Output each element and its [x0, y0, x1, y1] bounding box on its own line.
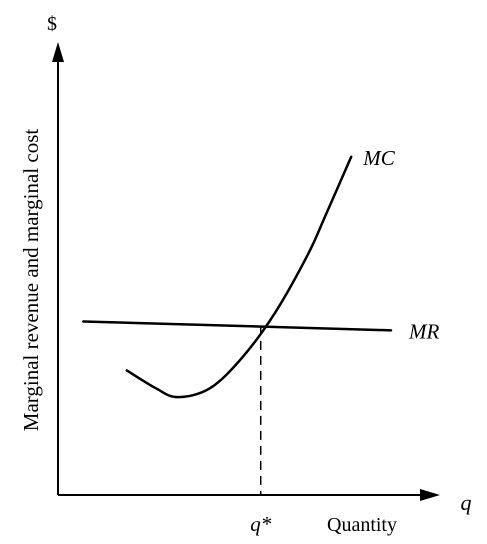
mc-label: MC	[362, 146, 395, 170]
y-axis-symbol: $	[47, 13, 57, 35]
mc-curve	[125, 155, 353, 399]
x-axis-label: Quantity	[327, 514, 397, 536]
x-axis-symbol: q	[461, 490, 472, 515]
q-star-tick-label: q*	[250, 512, 272, 536]
mr-curve	[82, 320, 393, 332]
x-axis	[58, 489, 440, 501]
chart-marks: MC MR	[82, 146, 440, 495]
y-axis	[52, 42, 64, 495]
mr-label: MR	[408, 319, 439, 343]
y-axis-label: Marginal revenue and marginal cost	[19, 129, 43, 432]
